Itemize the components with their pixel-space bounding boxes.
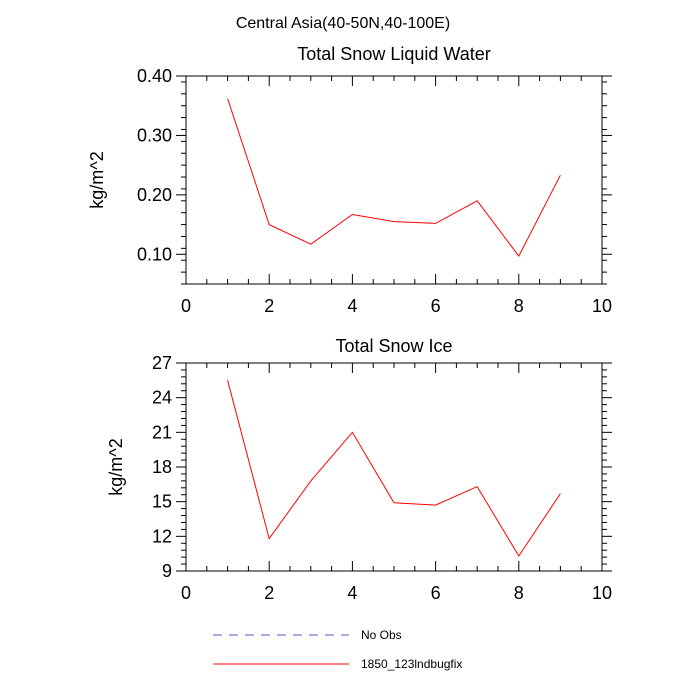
y-tick-label: 0.30 bbox=[137, 125, 172, 145]
x-tick-label: 0 bbox=[181, 583, 191, 603]
plot-frame bbox=[185, 75, 603, 285]
y-tick-label: 12 bbox=[152, 526, 172, 546]
x-tick-label: 2 bbox=[264, 296, 274, 316]
y-tick-label: 27 bbox=[152, 353, 172, 373]
y-axis-label: kg/m^2 bbox=[106, 438, 126, 495]
x-tick-label: 4 bbox=[347, 296, 357, 316]
figure-title: Central Asia(40-50N,40-100E) bbox=[236, 15, 450, 32]
x-tick-label: 10 bbox=[592, 296, 612, 316]
y-tick-label: 18 bbox=[152, 457, 172, 477]
y-tick-label: 0.10 bbox=[137, 244, 172, 264]
x-tick-label: 4 bbox=[347, 583, 357, 603]
plot-marks: 0 2 4 6 8 10 0.10 0.20 0.30 0.40 bbox=[137, 66, 612, 316]
x-tick-label: 8 bbox=[514, 583, 524, 603]
panel-title: Total Snow Ice bbox=[335, 336, 452, 356]
x-tick-label: 8 bbox=[514, 296, 524, 316]
panel-snow-ice: Total Snow Ice kg/m^2 0 2 4 6 8 1091215182124… bbox=[106, 336, 612, 603]
y-axis-label: kg/m^2 bbox=[87, 151, 107, 208]
x-tick-label: 2 bbox=[264, 583, 274, 603]
legend: No Obs 1850_123lndbugfix bbox=[213, 628, 462, 671]
series-line bbox=[227, 98, 561, 258]
x-tick-label: 10 bbox=[592, 583, 612, 603]
x-tick-label: 6 bbox=[431, 583, 441, 603]
y-tick-label: 21 bbox=[152, 422, 172, 442]
y-tick-label: 0.20 bbox=[137, 185, 172, 205]
panel-title: Total Snow Liquid Water bbox=[297, 44, 490, 64]
series-line bbox=[227, 380, 561, 557]
y-tick-label: 24 bbox=[152, 388, 172, 408]
plot-frame bbox=[185, 362, 603, 572]
x-tick-label: 0 bbox=[181, 296, 191, 316]
legend-label-series: 1850_123lndbugfix bbox=[361, 657, 462, 671]
x-tick-label: 6 bbox=[431, 296, 441, 316]
legend-label-no-obs: No Obs bbox=[361, 628, 402, 642]
y-tick-label: 0.40 bbox=[137, 66, 172, 86]
y-tick-label: 15 bbox=[152, 492, 172, 512]
panel-snow-liquid-water: Total Snow Liquid Water kg/m^2 0 2 4 6 8 10 0.… bbox=[87, 44, 612, 316]
y-tick-label: 9 bbox=[162, 561, 172, 581]
